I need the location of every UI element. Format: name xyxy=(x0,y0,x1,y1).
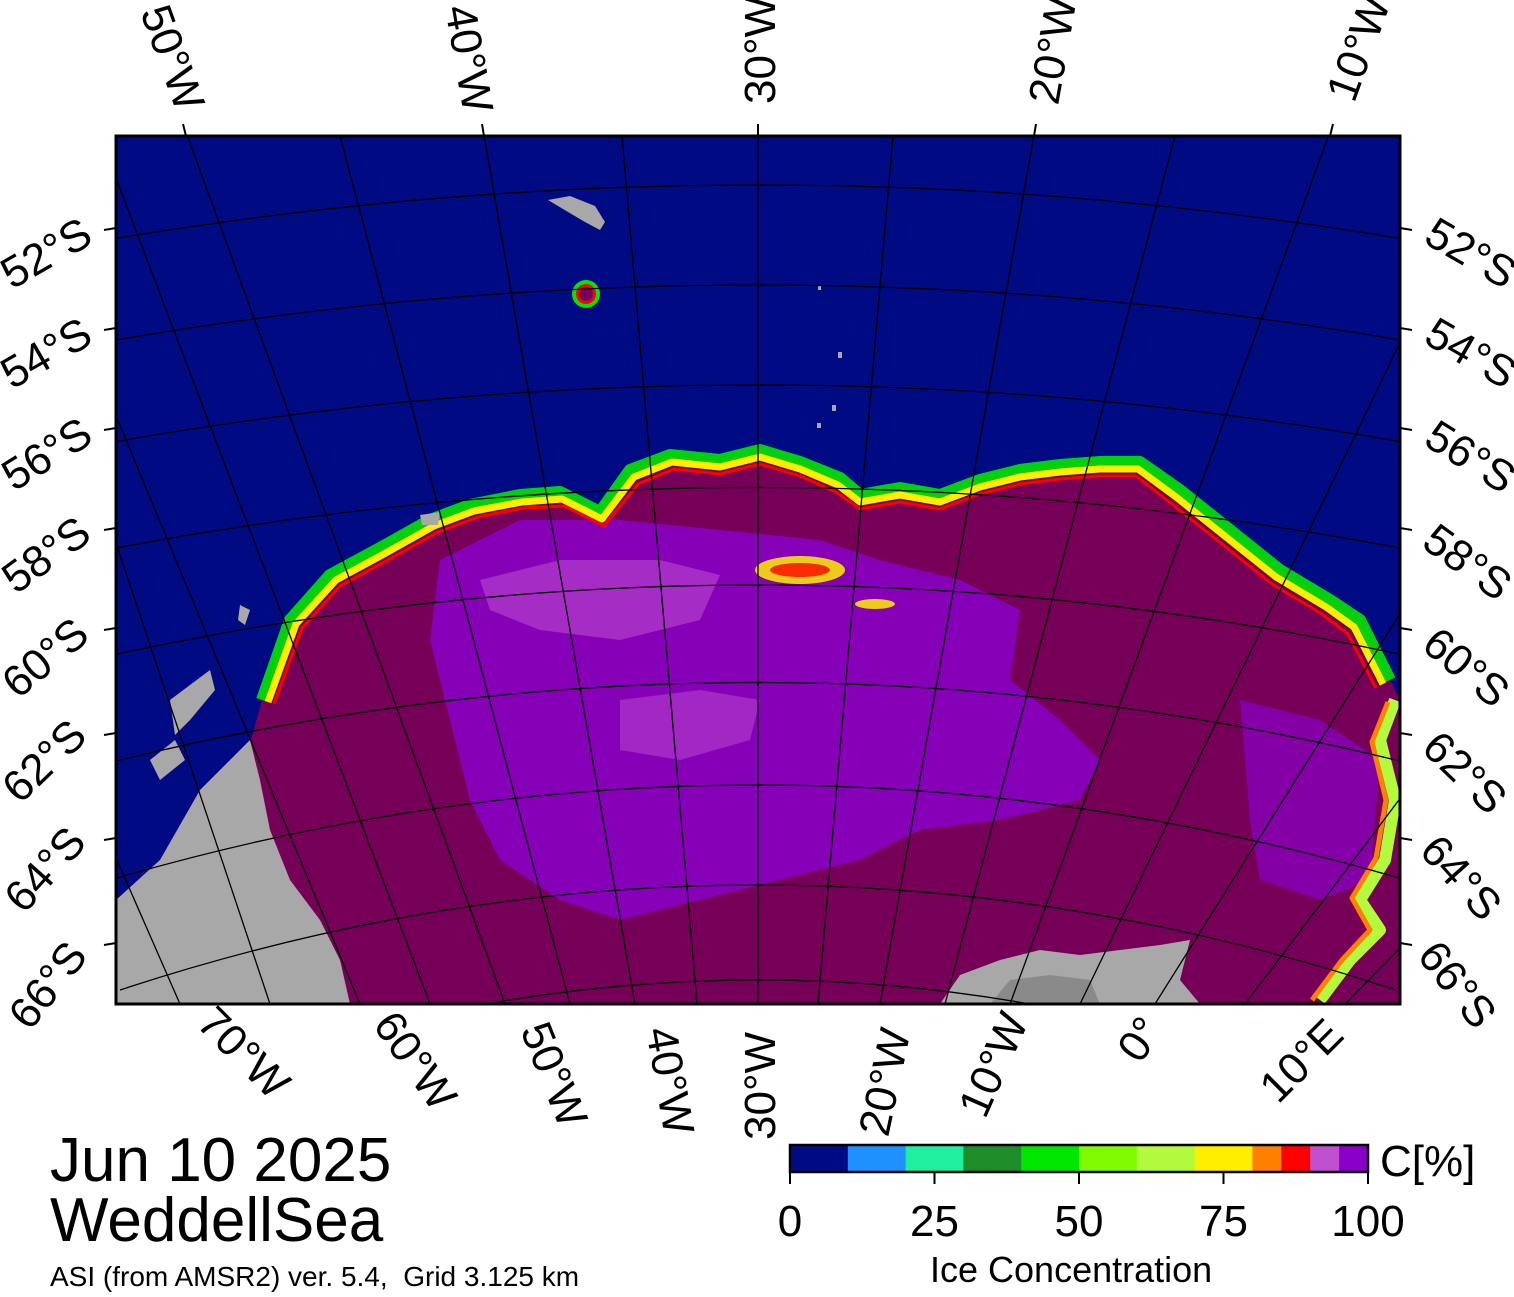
meridian-50w xyxy=(186,136,506,1004)
south-sandwich-islands-4 xyxy=(818,285,821,290)
lat-label-right: 64°S xyxy=(1411,826,1512,930)
lat-label-left: 62°S xyxy=(0,710,96,812)
south-sandwich-islands-3 xyxy=(817,423,821,428)
colorbar-tick-label: 100 xyxy=(1331,1197,1404,1246)
colorbar-tick-label: 75 xyxy=(1199,1197,1248,1246)
top-lon-label: 30°W xyxy=(736,0,785,104)
colorbar-swatch xyxy=(1021,1145,1080,1172)
top-lon-label: 10°W xyxy=(1317,0,1400,107)
ice-edge-east xyxy=(1315,697,1400,1004)
bottom-lon-label: 50°W xyxy=(511,1015,597,1134)
polynya-feature-2 xyxy=(855,599,895,609)
lat-label-left: 56°S xyxy=(0,408,101,500)
data-source-note: ASI (from AMSR2) ver. 5.4, Grid 3.125 km xyxy=(50,1261,580,1292)
colorbar-title: Ice Concentration xyxy=(930,1249,1213,1290)
colorbar-swatch xyxy=(1194,1145,1253,1172)
meridian-10w xyxy=(1009,136,1330,1004)
colorbar-tick-label: 50 xyxy=(1055,1197,1104,1246)
meridian-65w xyxy=(116,541,271,1004)
meridian-55w xyxy=(116,176,431,1004)
meridian-5e xyxy=(1244,797,1400,1004)
ice-violet-light-2 xyxy=(620,690,760,760)
meridian-60w xyxy=(116,413,361,1004)
colorbar-swatch xyxy=(905,1145,964,1172)
antarctic-peninsula xyxy=(116,740,350,1004)
lat-label-left: 60°S xyxy=(0,608,98,707)
colorbar-swatch xyxy=(847,1145,907,1172)
meridian-20w xyxy=(879,136,1035,1004)
meridian-25w xyxy=(817,136,894,1004)
colorbar-swatch xyxy=(1281,1145,1311,1172)
ice-edge-green xyxy=(256,444,1396,702)
lat-label-right: 60°S xyxy=(1414,618,1514,717)
map-area xyxy=(116,136,1400,1004)
lat-label-right: 66°S xyxy=(1408,932,1506,1038)
lat-label-left: 66°S xyxy=(0,932,97,1038)
colorbar-swatch xyxy=(1310,1145,1340,1172)
lat-label-right: 56°S xyxy=(1417,411,1514,503)
peninsula-islands xyxy=(150,512,440,780)
bottom-lon-label: 20°W xyxy=(850,1024,920,1140)
colorbar-ticks: 0 25 50 75 100 xyxy=(778,1172,1405,1246)
top-lon-label: 50°W xyxy=(131,0,214,117)
top-lon-label: 40°W xyxy=(435,1,502,116)
lat-label-right: 62°S xyxy=(1413,722,1514,824)
bottom-lon-label: 30°W xyxy=(736,1031,785,1140)
colorbar-tick-label: 0 xyxy=(778,1197,802,1246)
ice-edge-yellow xyxy=(264,453,1387,704)
colorbar-unit: C[%] xyxy=(1380,1137,1476,1186)
lat-label-left: 52°S xyxy=(0,208,100,298)
island-ice-core xyxy=(579,287,593,301)
map-date: Jun 10 2025 xyxy=(50,1126,392,1195)
bottom-lon-label: 0° xyxy=(1108,1008,1172,1071)
bottom-lon-label: 60°W xyxy=(364,1003,466,1120)
colorbar-swatch xyxy=(1339,1145,1369,1172)
lat-label-right: 58°S xyxy=(1414,514,1514,610)
longitude-grid xyxy=(116,136,1400,1004)
colorbar-swatch xyxy=(790,1145,849,1172)
meridian-40w xyxy=(483,136,636,1004)
colorbar-swatch xyxy=(1136,1145,1196,1172)
bottom-lon-label: 70°W xyxy=(188,997,299,1108)
south-sandwich-islands xyxy=(838,352,842,358)
meridian-35w xyxy=(621,136,698,1004)
lat-label-left: 54°S xyxy=(0,308,100,398)
map-ticks xyxy=(103,123,1413,946)
meridian-15w xyxy=(944,136,1176,1004)
bottom-lon-label: 10°W xyxy=(949,1005,1038,1124)
ice-violet-east xyxy=(1240,700,1380,900)
meridian-5w xyxy=(1079,341,1400,1004)
bottom-lon-label: 10°E xyxy=(1250,1010,1352,1112)
ice-edge-east-red xyxy=(1310,701,1391,1002)
meridian-45w xyxy=(339,136,571,1004)
lat-label-left: 58°S xyxy=(0,507,99,603)
lat-label-right: 52°S xyxy=(1417,208,1514,298)
region-name: WeddellSea xyxy=(50,1186,384,1255)
lat-label-left: 64°S xyxy=(0,818,96,922)
lat-label-right: 54°S xyxy=(1417,308,1514,398)
polynya-feature-core xyxy=(770,563,830,577)
meridian-0 xyxy=(1154,612,1400,1004)
bottom-lon-label: 40°W xyxy=(636,1023,703,1138)
colorbar xyxy=(790,1145,1369,1172)
colorbar-swatch xyxy=(1079,1145,1138,1172)
colorbar-swatch xyxy=(1252,1145,1282,1172)
south-sandwich-islands-2 xyxy=(832,405,836,411)
colorbar-swatch xyxy=(963,1145,1022,1172)
top-lon-label: 20°W xyxy=(1020,0,1087,108)
south-georgia-island xyxy=(548,196,605,230)
colorbar-tick-label: 25 xyxy=(910,1197,959,1246)
